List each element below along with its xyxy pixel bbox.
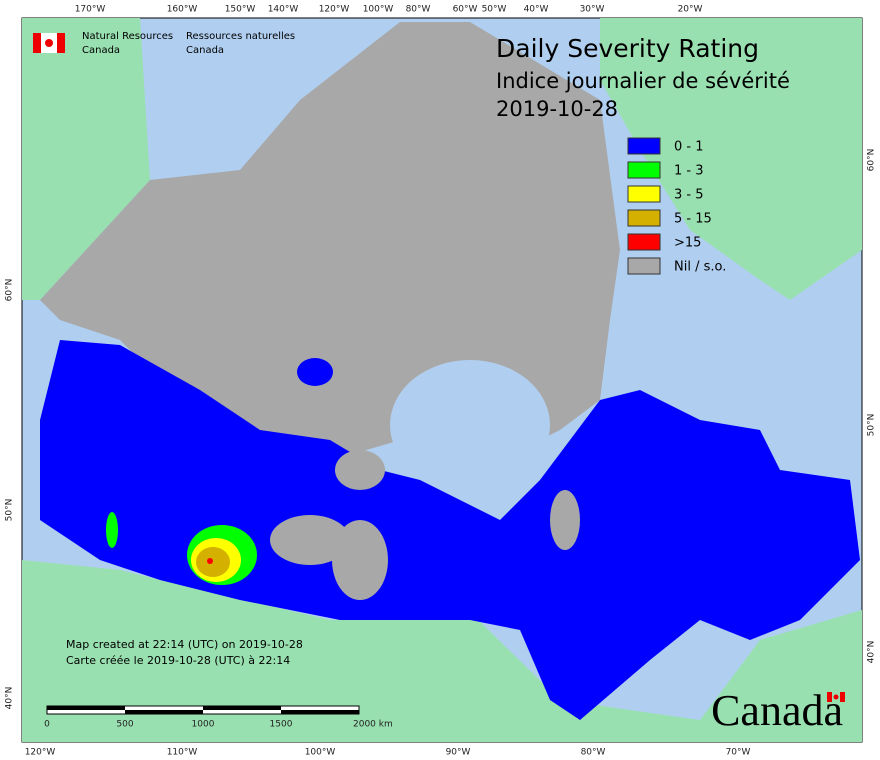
scale-seg <box>125 710 203 714</box>
graticule-label: 60°N <box>867 149 877 172</box>
scale-bar <box>46 705 360 715</box>
hudson-bay <box>390 360 550 490</box>
legend-label: 0 - 1 <box>674 140 704 155</box>
date: 2019-10-28 <box>496 97 618 121</box>
graticule-label: 100°W <box>363 5 394 15</box>
flag-bar <box>840 692 845 702</box>
flag-bar <box>57 33 65 53</box>
rated-area <box>40 340 860 720</box>
legend-swatch <box>627 233 661 251</box>
graticule-label: 120°W <box>319 5 350 15</box>
usa <box>22 560 862 742</box>
legend-label: 1 - 3 <box>674 164 704 179</box>
nil-area <box>270 515 350 565</box>
graticule-label: 100°W <box>305 748 336 758</box>
fire-area <box>207 558 213 564</box>
scale-seg <box>203 706 281 710</box>
scale-seg <box>47 706 125 710</box>
note: Carte créée le 2019-10-28 (UTC) à 22:14 <box>66 654 290 667</box>
graticule-label: 120°W <box>25 748 56 758</box>
graticule-label: 80°W <box>406 5 431 15</box>
legend-swatch <box>627 185 661 203</box>
scale-label: 1500 <box>270 720 293 730</box>
graticule-label: 20°W <box>678 5 703 15</box>
legend-label: Nil / s.o. <box>674 260 726 275</box>
graticule-label: 140°W <box>268 5 299 15</box>
legend-label: 5 - 15 <box>674 212 712 227</box>
graticule-label: 50°W <box>482 5 507 15</box>
graticule-label: 40°N <box>867 641 877 664</box>
canada-north <box>40 22 620 470</box>
graticule-label: 160°W <box>167 5 198 15</box>
agency-fr: Ressources naturelles <box>186 31 295 42</box>
legend-swatch <box>627 257 661 275</box>
alaska <box>22 18 150 300</box>
legend-swatch <box>627 137 661 155</box>
rated-area <box>297 358 333 386</box>
scale-label: 0 <box>44 720 50 730</box>
graticule-label: 110°W <box>167 748 198 758</box>
title: Daily Severity Rating <box>496 34 759 63</box>
greenland <box>600 18 862 300</box>
fire-area <box>106 512 118 548</box>
graticule-label: 50°N <box>867 414 877 437</box>
flag-bar <box>827 692 832 702</box>
graticule-label: 80°W <box>581 748 606 758</box>
nil-area <box>335 450 385 490</box>
scale-label: 1000 <box>192 720 215 730</box>
wordmark-flag <box>827 692 845 702</box>
legend-label: 3 - 5 <box>674 188 704 203</box>
flag-bar <box>33 33 41 53</box>
legend-label: >15 <box>674 236 701 251</box>
graticule-label: 70°W <box>726 748 751 758</box>
maple-leaf <box>45 39 53 47</box>
graticule-label: 90°W <box>446 748 471 758</box>
agency-en: Canada <box>82 45 120 56</box>
legend-swatch <box>627 161 661 179</box>
graticule-label: 40°N <box>5 687 15 710</box>
graticule-label: 60°N <box>5 279 15 302</box>
graticule-label: 30°W <box>580 5 605 15</box>
subtitle: Indice journalier de sévérité <box>496 69 790 93</box>
wordmark: Canada <box>711 686 843 735</box>
scale-seg <box>281 710 359 714</box>
graticule-label: 150°W <box>225 5 256 15</box>
legend-swatch <box>627 209 661 227</box>
agency-en: Natural Resources <box>82 31 173 42</box>
scale-label: 500 <box>116 720 133 730</box>
nrcan-logo <box>33 33 65 53</box>
graticule-label: 170°W <box>75 5 106 15</box>
graticule-label: 60°W <box>453 5 478 15</box>
maple-leaf <box>833 694 839 700</box>
graticule-label: 50°N <box>5 499 15 522</box>
scale-label: 2000 km <box>353 720 393 730</box>
nil-area <box>332 520 388 600</box>
note: Map created at 22:14 (UTC) on 2019-10-28 <box>66 638 303 651</box>
basemap <box>22 18 862 742</box>
graticule-label: 40°W <box>524 5 549 15</box>
nil-area <box>550 490 580 550</box>
fire-area <box>196 547 230 577</box>
agency-fr: Canada <box>186 45 224 56</box>
